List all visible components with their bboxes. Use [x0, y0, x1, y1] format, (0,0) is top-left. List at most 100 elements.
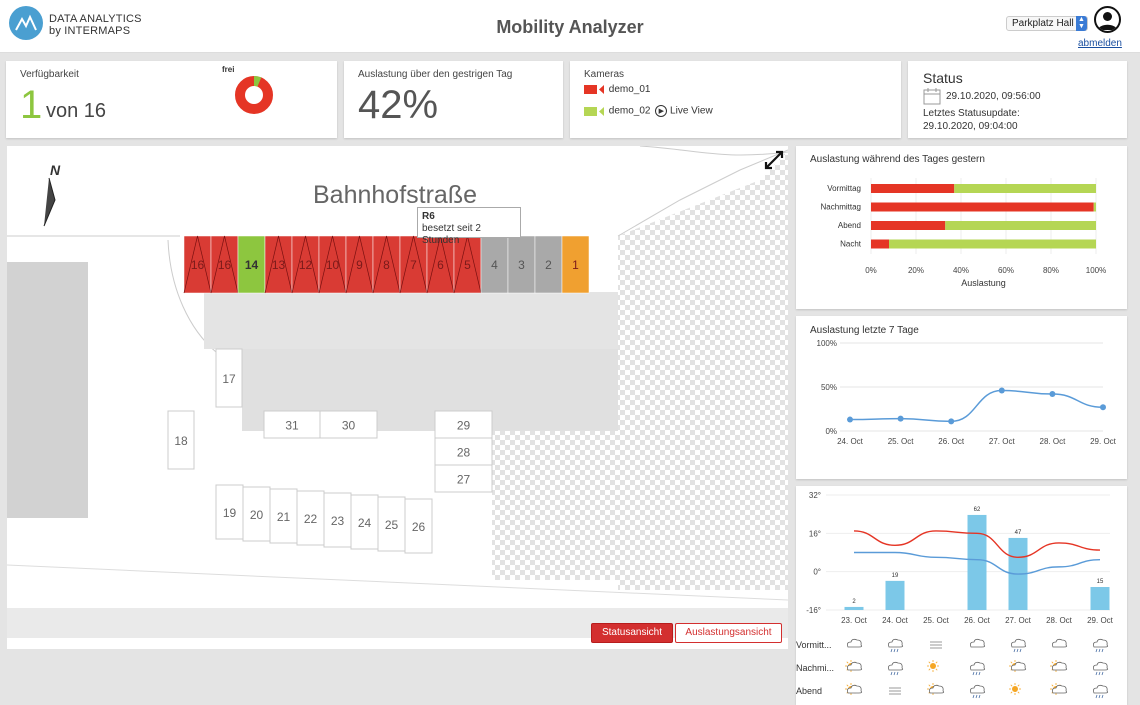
compass-icon	[43, 177, 56, 227]
parking-spot-label: 24	[358, 516, 372, 530]
x-tick-label: 24. Oct	[882, 616, 909, 625]
logo-icon	[9, 6, 43, 40]
parking-spot-label: 14	[245, 258, 259, 272]
availability-of-total: von 16	[46, 100, 107, 122]
sun-ray	[928, 668, 931, 671]
sun-icon	[1009, 683, 1021, 695]
chart-title: Auslastung letzte 7 Tage	[810, 325, 919, 336]
sun-ray	[1051, 684, 1054, 687]
parking-spot	[434, 464, 493, 493]
rain-shape	[890, 671, 899, 676]
y-category-label: Abend	[838, 221, 861, 230]
cloud-shape	[1052, 638, 1068, 648]
user-avatar-icon[interactable]	[1094, 6, 1121, 33]
x-tick-label: 27. Oct	[1005, 616, 1032, 625]
data-point	[1100, 404, 1106, 411]
rain-shape	[972, 694, 981, 699]
rain-shape	[1013, 648, 1022, 653]
parking-spot-label: 13	[272, 258, 286, 272]
parking-spot-label: 21	[277, 510, 291, 524]
parking-spot	[350, 494, 379, 550]
sun-ray	[846, 684, 849, 687]
sun-shape	[930, 663, 936, 669]
street-label: Bahnhofstraße	[313, 181, 477, 209]
x-axis-label: Auslastung	[961, 278, 1006, 288]
chart-title: Auslastung während des Tages gestern	[810, 154, 985, 165]
fog-shape	[930, 641, 942, 649]
parking-spot-label: 20	[250, 508, 264, 522]
utilization-label: Auslastung über den gestrigen Tag	[358, 69, 513, 80]
sun-ray	[935, 661, 938, 664]
utilization-view-button[interactable]: Auslastungsansicht	[675, 623, 782, 643]
cloud-shape	[847, 661, 863, 671]
data-point	[897, 415, 904, 422]
occupied-hatch	[264, 235, 293, 294]
logout-link[interactable]: abmelden	[1078, 38, 1122, 49]
sun-ray	[928, 684, 931, 687]
availability-free-count: 1	[20, 83, 43, 127]
temperature-line	[854, 551, 1101, 575]
location-select-value: Parkplatz Hall	[1012, 18, 1074, 29]
cloud-shape	[888, 661, 904, 671]
parking-spot	[561, 235, 590, 294]
cloud-rain-icon	[1093, 661, 1109, 676]
bar-value-label: 2	[852, 599, 856, 605]
parking-spot	[210, 235, 239, 294]
sun-cloud-icon	[1050, 683, 1068, 695]
bar-segment	[871, 239, 889, 249]
play-icon[interactable]: ▶	[655, 105, 668, 117]
x-tick-label: 29. Oct	[1087, 616, 1114, 625]
expand-icon[interactable]	[764, 150, 784, 170]
parking-spot-label: 19	[223, 506, 237, 520]
live-view-link[interactable]: Live View	[670, 105, 713, 117]
location-select[interactable]: Parkplatz Hall ▲ ▼	[1006, 16, 1088, 31]
parking-spot-label: 6	[437, 258, 444, 272]
parking-spot-label: 7	[410, 258, 417, 272]
parking-spot	[319, 410, 378, 439]
status-view-button[interactable]: Statusansicht	[591, 623, 673, 643]
parking-spot	[215, 348, 243, 408]
status-last-update: 29.10.2020, 09:04:00	[923, 121, 1018, 132]
availability-card: Verfügbarkeit 1 von 16 frei	[6, 61, 337, 138]
sun-ray	[1017, 684, 1020, 687]
y-tick-label: 100%	[817, 339, 837, 348]
y-tick-label: 32°	[809, 491, 821, 500]
cloud-shape	[1052, 661, 1068, 671]
precip-bar	[1090, 587, 1110, 610]
camera-item[interactable]: demo_02 ▶ Live View	[584, 105, 713, 117]
parking-spot	[434, 410, 493, 439]
x-tick-label: 20%	[908, 266, 924, 275]
camera-item[interactable]: demo_01	[584, 84, 650, 95]
bar-value-label: 15	[1097, 579, 1104, 585]
x-tick-label: 60%	[998, 266, 1014, 275]
bar-value-label: 62	[974, 507, 981, 513]
calendar-icon	[923, 88, 941, 105]
occupied-hatch	[345, 235, 374, 294]
cloud-shape	[1093, 661, 1109, 671]
parking-spot-label: 29	[457, 419, 471, 433]
parking-spot-label: 10	[326, 258, 340, 272]
parking-spot	[434, 437, 493, 466]
week-chart: Auslastung letzte 7 Tage 100% 50% 0%24. Oct…	[810, 325, 1117, 446]
bar-segment	[1093, 202, 1096, 212]
parking-spot-label: 16	[218, 258, 232, 272]
parking-spot-label: 25	[385, 518, 399, 532]
rain-shape	[972, 671, 981, 676]
cloud-rain-icon	[888, 638, 904, 653]
parking-spot-label: 31	[285, 419, 299, 433]
weather-chart: 32° 16° 0° -16° 2 19 62 47 15 23. Oct 24. Oct 25. O…	[796, 491, 1114, 699]
occupied-hatch	[210, 235, 239, 294]
x-tick-label: 23. Oct	[841, 616, 868, 625]
cloud-shape	[1011, 661, 1027, 671]
parking-spot-label: 28	[457, 446, 471, 460]
occupied-hatch	[183, 235, 212, 294]
fog-icon	[889, 687, 901, 695]
building	[204, 292, 618, 349]
camera-name: demo_01	[608, 84, 651, 96]
select-arrows-icon: ▲ ▼	[1076, 16, 1087, 31]
cloud-shape	[847, 638, 863, 648]
x-tick-label: 100%	[1086, 266, 1106, 275]
parking-map[interactable]: 16 16 14 13 12 10 9 8 7 6 5 4 3 2 1 17 18 31 30 29 28 27 19 20…	[7, 146, 788, 649]
bar-segment	[871, 184, 955, 193]
